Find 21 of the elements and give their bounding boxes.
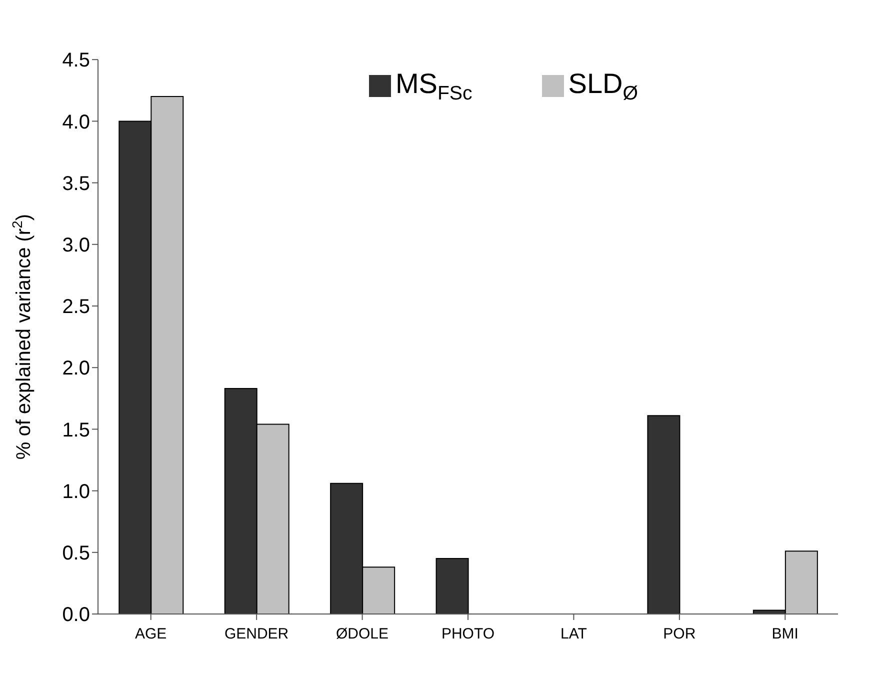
x-tick-label: PHOTO: [441, 626, 495, 643]
bar: [436, 558, 469, 614]
legend-label: MS$_{FSc}$: [395, 68, 472, 105]
x-tick-label: ØDOLE: [336, 626, 389, 643]
y-tick-label: 0.0: [62, 604, 90, 626]
y-tick-label: 4.5: [62, 50, 90, 72]
bar: [647, 415, 680, 614]
x-tick-label: POR: [663, 626, 696, 643]
y-tick-label: 2.5: [62, 296, 90, 318]
y-tick-label: 2.0: [62, 358, 90, 380]
x-tick-label: BMI: [772, 626, 798, 643]
y-tick-label: 3.0: [62, 234, 90, 256]
y-tick-label: 1.0: [62, 480, 90, 503]
y-tick-label: 1.5: [62, 419, 90, 442]
x-tick-label: AGE: [135, 626, 167, 643]
y-tick-label: 4.0: [62, 111, 90, 134]
legend-label: SLD$_{Ø}$: [568, 68, 638, 105]
x-tick-label: GENDER: [224, 626, 289, 643]
y-tick-label: 0.5: [62, 542, 90, 564]
y-tick-label: 3.5: [62, 172, 90, 195]
x-tick-label: LAT: [560, 626, 587, 643]
